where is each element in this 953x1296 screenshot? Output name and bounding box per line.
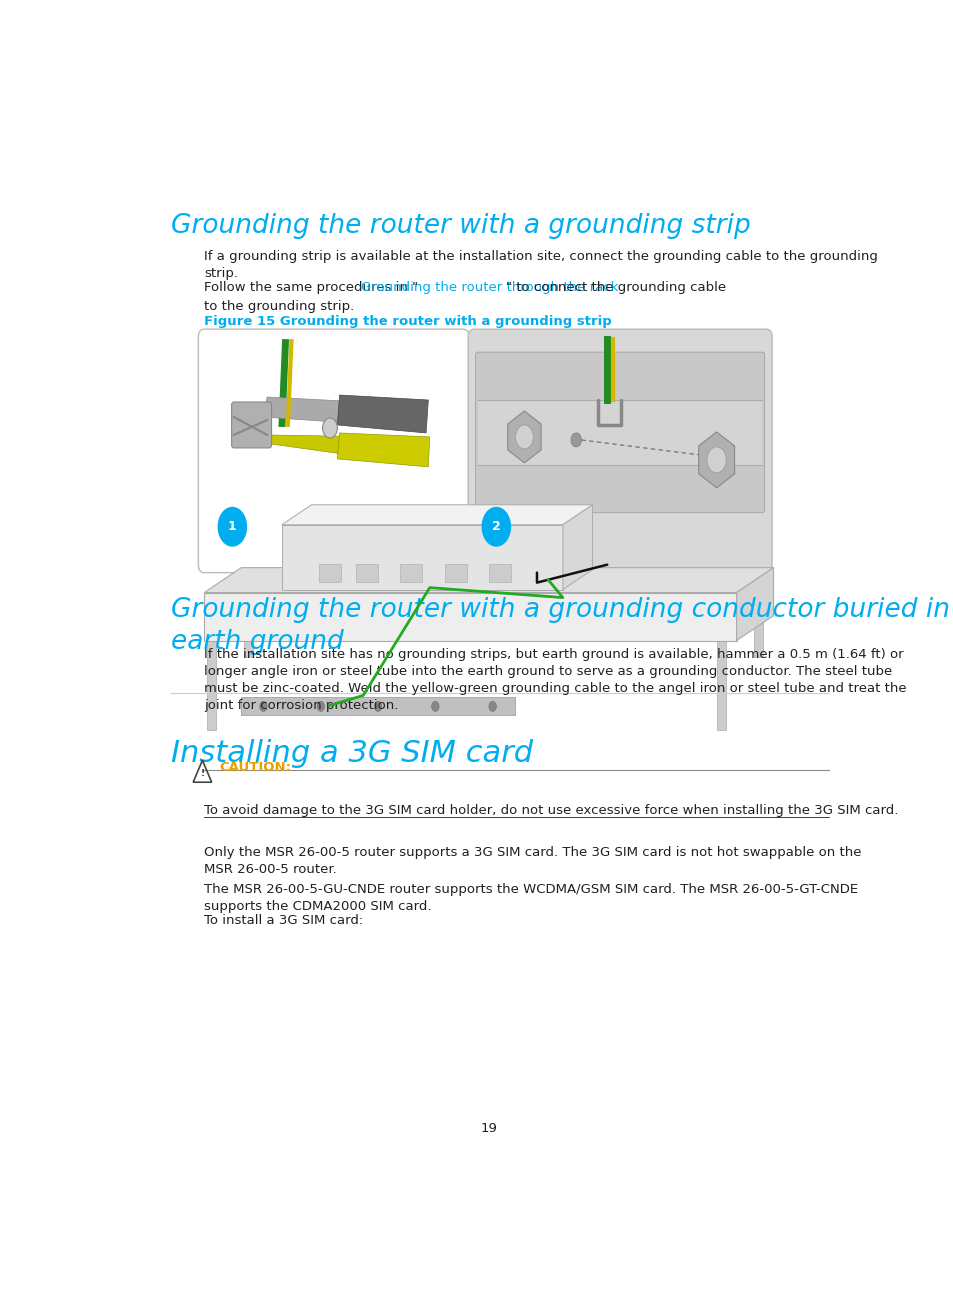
Text: " to connect the grounding cable: " to connect the grounding cable: [505, 281, 725, 294]
Circle shape: [259, 701, 267, 712]
Polygon shape: [204, 568, 773, 592]
Polygon shape: [282, 504, 592, 525]
Polygon shape: [736, 568, 773, 640]
Bar: [241, 697, 515, 715]
Text: 1: 1: [228, 520, 236, 533]
Circle shape: [374, 701, 381, 712]
Text: Grounding the router with a grounding strip: Grounding the router with a grounding st…: [171, 214, 750, 240]
Circle shape: [217, 507, 247, 547]
Bar: [244, 568, 253, 657]
Text: The MSR 26-00-5-GU-CNDE router supports the WCDMA/GSM SIM card. The MSR 26-00-5-: The MSR 26-00-5-GU-CNDE router supports …: [204, 883, 858, 912]
Text: 19: 19: [480, 1122, 497, 1135]
Polygon shape: [562, 504, 592, 590]
Circle shape: [571, 433, 580, 447]
Bar: [207, 640, 216, 731]
Circle shape: [488, 701, 496, 712]
Bar: [355, 564, 377, 582]
Polygon shape: [337, 433, 429, 467]
FancyBboxPatch shape: [232, 402, 272, 448]
Circle shape: [515, 425, 533, 448]
Text: If a grounding strip is available at the installation site, connect the groundin: If a grounding strip is available at the…: [204, 250, 877, 280]
Bar: [444, 564, 466, 582]
Bar: [318, 564, 341, 582]
Bar: [477, 400, 761, 465]
Text: Installing a 3G SIM card: Installing a 3G SIM card: [171, 739, 533, 769]
FancyBboxPatch shape: [198, 329, 469, 573]
Circle shape: [431, 701, 438, 712]
Text: Grounding the router through the rack: Grounding the router through the rack: [360, 281, 618, 294]
Text: !: !: [200, 770, 204, 778]
Polygon shape: [337, 395, 428, 433]
Circle shape: [706, 447, 725, 473]
Text: Grounding the router with a grounding conductor buried in the: Grounding the router with a grounding co…: [171, 596, 953, 622]
Text: To avoid damage to the 3G SIM card holder, do not use excessive force when insta: To avoid damage to the 3G SIM card holde…: [204, 804, 898, 818]
Circle shape: [481, 507, 511, 547]
Text: To install a 3G SIM card:: To install a 3G SIM card:: [204, 914, 363, 927]
Text: CAUTION:: CAUTION:: [219, 761, 291, 774]
Text: earth ground: earth ground: [171, 629, 343, 654]
Text: to the grounding strip.: to the grounding strip.: [204, 301, 355, 314]
Polygon shape: [263, 435, 381, 459]
Bar: [754, 568, 762, 657]
Bar: [488, 564, 511, 582]
FancyBboxPatch shape: [468, 329, 771, 573]
Polygon shape: [263, 397, 381, 425]
Text: Figure 15 Grounding the router with a grounding strip: Figure 15 Grounding the router with a gr…: [204, 315, 612, 328]
Text: Follow the same procedures in ": Follow the same procedures in ": [204, 281, 418, 294]
Polygon shape: [282, 525, 562, 590]
Circle shape: [316, 701, 324, 712]
Polygon shape: [204, 592, 736, 640]
FancyBboxPatch shape: [476, 353, 764, 513]
Circle shape: [322, 419, 337, 438]
Bar: [400, 564, 422, 582]
Text: 2: 2: [492, 520, 500, 533]
Text: Only the MSR 26-00-5 router supports a 3G SIM card. The 3G SIM card is not hot s: Only the MSR 26-00-5 router supports a 3…: [204, 846, 861, 876]
Text: If the installation site has no grounding strips, but earth ground is available,: If the installation site has no groundin…: [204, 648, 906, 713]
Bar: [717, 640, 725, 731]
